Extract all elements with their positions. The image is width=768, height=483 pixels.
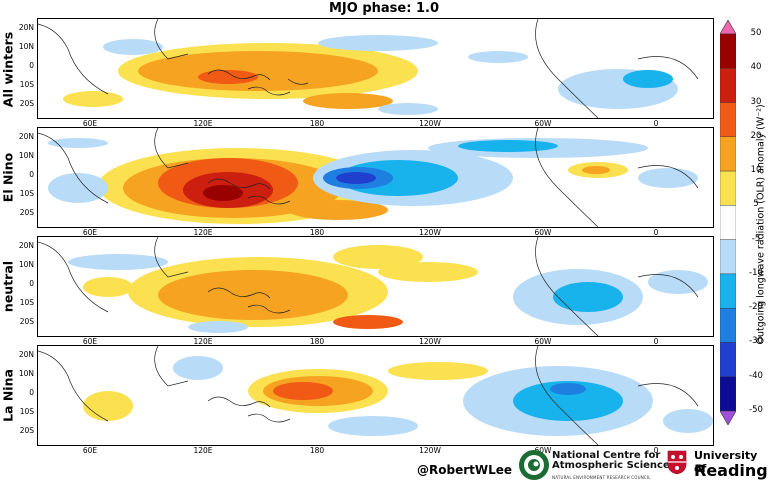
longitude-tick-label: 180: [309, 228, 325, 237]
colorbar-band: [720, 342, 736, 377]
longitude-tick-label: 120W: [419, 228, 441, 237]
latitude-tick-label: 20S: [19, 426, 34, 435]
latitude-tick-label: 10S: [19, 298, 34, 307]
olr-anomaly-map: [38, 346, 713, 445]
longitude-tick-label: 120W: [419, 446, 441, 455]
colorbar-tick-label: 30: [750, 96, 762, 107]
coastlines: [38, 19, 699, 118]
colorbar-under-extension: [720, 410, 736, 425]
colorbar-tick-label: -5: [751, 233, 761, 244]
colorbar-band: [720, 136, 736, 172]
university-name-line-1: University of: [694, 449, 758, 475]
longitude-tick-label: 180: [309, 337, 325, 346]
colorbar-band: [720, 205, 736, 240]
university-name-line-2: Reading: [694, 461, 768, 480]
latitude-tick-label: 0: [29, 388, 34, 397]
colorbar-tick-label: 10: [750, 165, 762, 176]
longitude-tick-label: 120W: [419, 119, 441, 128]
latitude-tick-label: 20N: [18, 350, 34, 359]
map-panel-la-nina: [37, 345, 714, 446]
colorbar-tick-label: 5: [753, 199, 759, 210]
colorbar-tick-label: -30: [749, 336, 763, 347]
colorbar-tick-label: 40: [750, 62, 762, 73]
latitude-tick-label: 20S: [19, 99, 34, 108]
longitude-tick-label: 60W: [534, 446, 552, 455]
longitude-tick-label: 60W: [534, 228, 552, 237]
latitude-tick-label: 10S: [19, 189, 34, 198]
map-panel-all-winters: [37, 18, 714, 119]
longitude-tick-label: 60E: [82, 228, 98, 237]
colorbar-band: [720, 102, 736, 138]
colorbar-band: [720, 33, 736, 69]
latitude-tick-label: 10N: [18, 151, 34, 160]
colorbar-band: [720, 68, 736, 103]
longitude-tick-label: 120E: [193, 337, 213, 346]
latitude-tick-label: 20S: [19, 317, 34, 326]
twitter-handle: @RobertWLee: [417, 463, 513, 477]
university-crest-icon: [667, 450, 687, 475]
figure-title: MJO phase: 1.0: [329, 1, 439, 16]
olr-contour-fill: [83, 356, 713, 436]
latitude-tick-label: 10N: [18, 260, 34, 269]
olr-anomaly-map: [38, 19, 699, 118]
colorbar-over-extension: [720, 20, 736, 35]
longitude-tick-label: 60W: [534, 337, 552, 346]
colorbar-band: [720, 170, 736, 206]
latitude-tick-label: 10S: [19, 80, 34, 89]
longitude-tick-label: 120E: [193, 228, 213, 237]
longitude-tick-label: 0: [653, 337, 659, 346]
colorbar-tick-label: -20: [749, 302, 763, 313]
colorbar-tick-label: 20: [750, 130, 762, 141]
latitude-tick-label: 0: [29, 61, 34, 70]
colorbar-tick-label: 50: [750, 28, 762, 38]
colorbar-band: [720, 376, 736, 412]
colorbar-band: [720, 307, 736, 343]
longitude-tick-label: 120E: [193, 446, 213, 455]
map-panel-neutral: [37, 236, 714, 337]
longitude-tick-label: 180: [309, 446, 325, 455]
olr-contour-fill: [48, 138, 698, 224]
latitude-tick-label: 20N: [18, 241, 34, 250]
latitude-tick-label: 20N: [18, 132, 34, 141]
ncas-subtitle: NATURAL ENVIRONMENT RESEARCH COUNCIL: [552, 475, 651, 480]
coastlines: [38, 237, 699, 336]
longitude-tick-label: 120E: [193, 119, 213, 128]
olr-anomaly-map: [38, 128, 699, 227]
longitude-tick-label: 60W: [534, 119, 552, 128]
longitude-tick-label: 60E: [82, 337, 98, 346]
colorbar-band: [720, 273, 736, 309]
colorbar-label: Outgoing longwave radiation (OLR) anomal…: [755, 104, 767, 345]
ncas-logo-icon: [519, 450, 549, 480]
longitude-tick-label: 0: [653, 228, 659, 237]
colorbar-tick-label: -40: [749, 370, 763, 381]
longitude-tick-label: 120W: [419, 337, 441, 346]
colorbar-tick-label: -10: [749, 267, 763, 278]
map-panel-el-nino: [37, 127, 714, 228]
olr-contour-fill: [63, 35, 678, 115]
olr-contour-fill: [68, 245, 708, 333]
longitude-tick-label: 0: [653, 446, 659, 455]
longitude-tick-label: 180: [309, 119, 325, 128]
longitude-tick-label: 60E: [82, 446, 98, 455]
olr-anomaly-map: [38, 237, 708, 336]
ncas-line-2: Atmospheric Science: [552, 460, 670, 471]
coastlines: [38, 128, 699, 227]
longitude-tick-label: 60E: [82, 119, 98, 128]
latitude-tick-label: 10S: [19, 407, 34, 416]
latitude-tick-label: 0: [29, 170, 34, 179]
latitude-tick-label: 10N: [18, 369, 34, 378]
colorbar-tick-label: -50: [749, 405, 763, 415]
coastlines: [38, 346, 699, 445]
ncas-line-1: National Centre for: [552, 450, 661, 461]
longitude-tick-label: 0: [653, 119, 659, 128]
latitude-tick-label: 20N: [18, 23, 34, 32]
latitude-tick-label: 10N: [18, 42, 34, 51]
colorbar-band: [720, 239, 736, 275]
latitude-tick-label: 0: [29, 279, 34, 288]
latitude-tick-label: 20S: [19, 208, 34, 217]
colorbar: [720, 20, 736, 425]
ncas-name: National Centre for Atmospheric Science: [552, 451, 670, 471]
